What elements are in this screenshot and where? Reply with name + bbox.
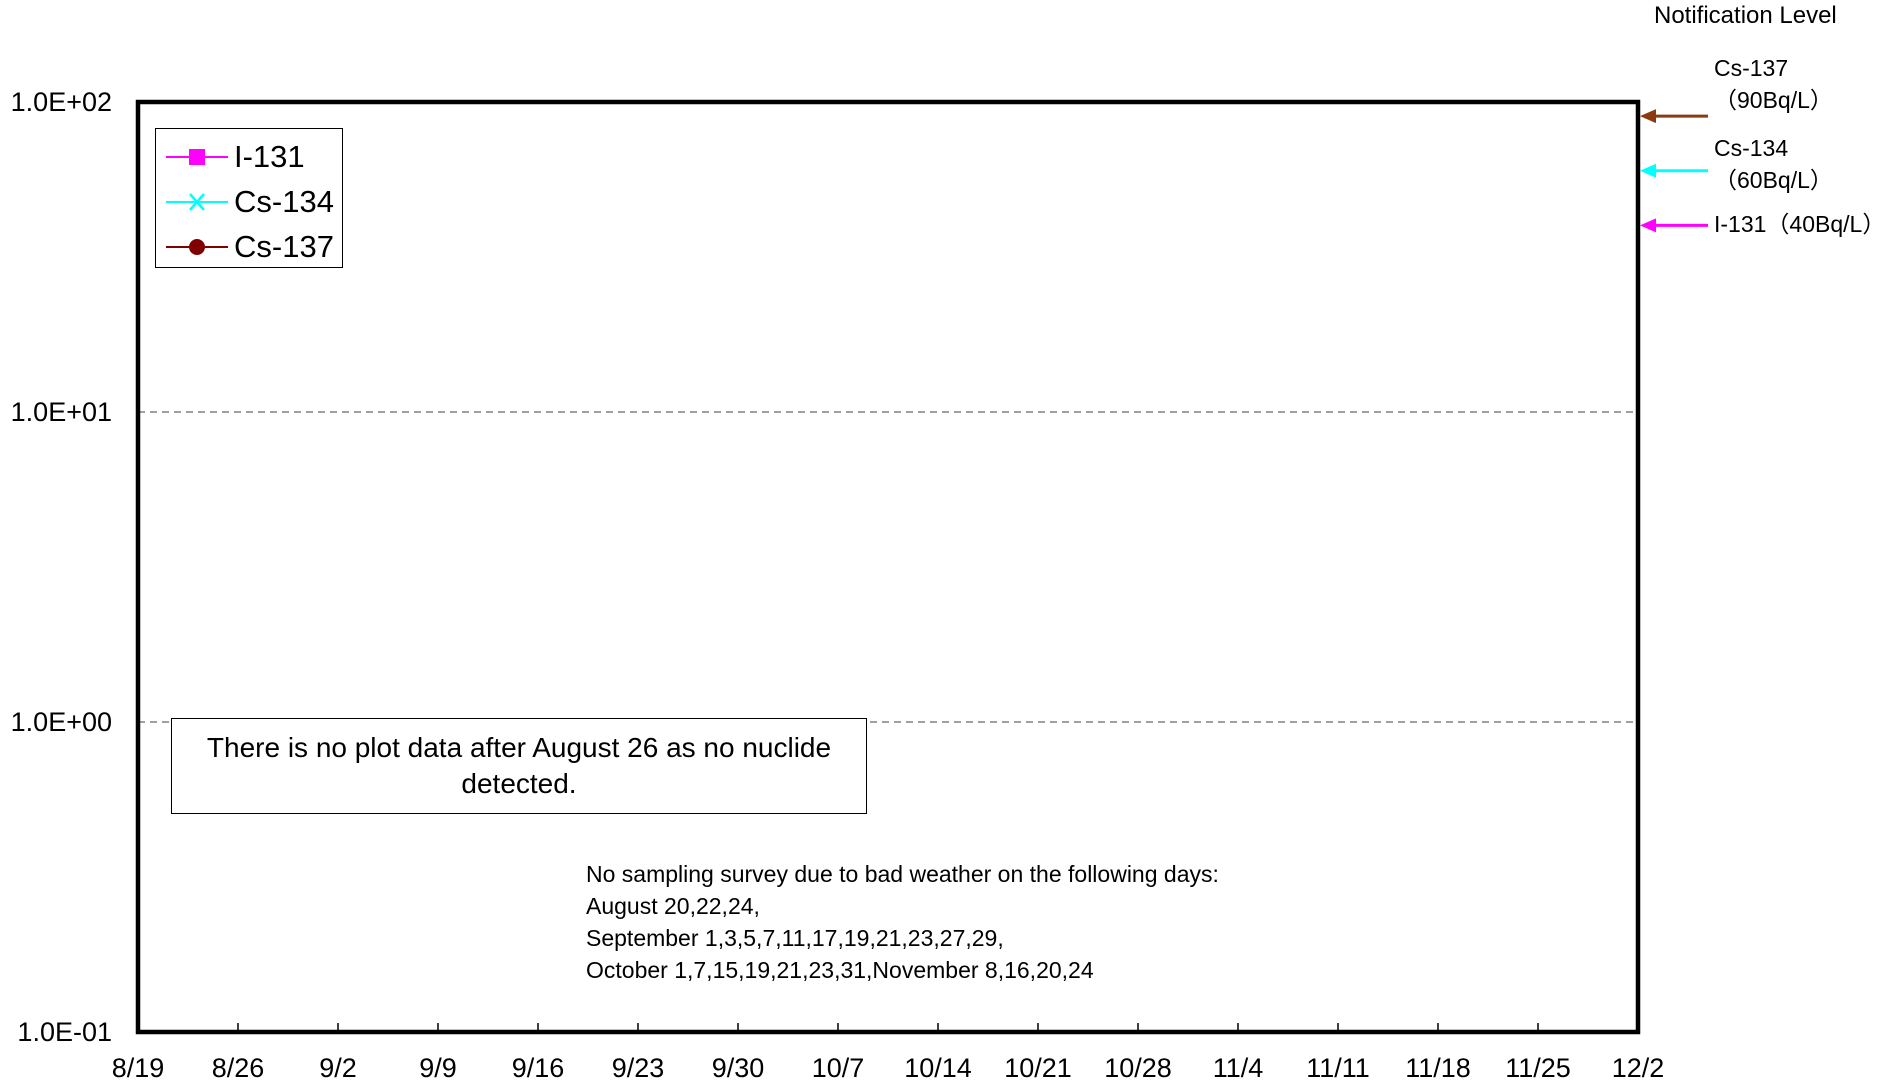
cs137-level-name: Cs-137 [1714, 55, 1789, 81]
y-tick-label: 1.0E+01 [11, 397, 112, 427]
x-tick-label: 8/19 [112, 1053, 165, 1083]
y-axis-tick-labels: 1.0E+02 1.0E+01 1.0E+00 1.0E-01 [11, 87, 112, 1047]
legend-label-i131: I-131 [234, 139, 305, 174]
legend-swatch-square-icon [166, 149, 228, 165]
x-tick-label: 11/25 [1505, 1053, 1571, 1083]
cs134-level-label: Cs-134 （60Bq/L） [1714, 132, 1833, 196]
no-data-text: There is no plot data after August 26 as… [206, 732, 832, 799]
x-tick-label: 11/4 [1213, 1053, 1264, 1083]
notification-level-arrows [1640, 109, 1708, 233]
weather-annotation: No sampling survey due to bad weather on… [586, 858, 1219, 986]
cs134-level-name: Cs-134 [1714, 135, 1789, 161]
weather-note-line: October 1,7,15,19,21,23,31,November 8,16… [586, 957, 1094, 983]
no-data-annotation: There is no plot data after August 26 as… [171, 718, 867, 814]
legend-label-cs134: Cs-134 [234, 184, 334, 219]
x-tick-label: 9/2 [319, 1053, 357, 1083]
plot-area-frame [135, 99, 1641, 1035]
notification-arrow [1640, 218, 1708, 233]
y-tick-label: 1.0E-01 [17, 1017, 112, 1047]
cs137-level-label: Cs-137 （90Bq/L） [1714, 52, 1833, 116]
legend: I-131 Cs-134 Cs-137 [155, 128, 343, 268]
legend-item-i131: I-131 [164, 137, 339, 177]
x-tick-label: 10/28 [1104, 1053, 1172, 1083]
x-tick-label: 12/2 [1612, 1053, 1665, 1083]
x-tick-label: 9/16 [512, 1053, 565, 1083]
i131-level-name: I-131（40Bq/L） [1714, 211, 1886, 237]
notification-level-title: Notification Level [1654, 2, 1837, 29]
y-tick-label: 1.0E+02 [11, 87, 112, 117]
cs137-level-value: （90Bq/L） [1714, 87, 1833, 113]
legend-swatch-x-icon [166, 193, 228, 211]
x-tick-label: 10/21 [1004, 1053, 1072, 1083]
legend-label-cs137: Cs-137 [234, 229, 334, 264]
weather-note-line: August 20,22,24, [586, 893, 760, 919]
i131-level-label: I-131（40Bq/L） [1714, 208, 1885, 240]
x-tick-label: 8/26 [212, 1053, 265, 1083]
legend-item-cs134: Cs-134 [164, 182, 339, 222]
y-tick-label: 1.0E+00 [11, 707, 112, 737]
legend-swatch-circle-icon [166, 239, 228, 255]
x-tick-label: 11/11 [1306, 1053, 1370, 1083]
weather-note-line: No sampling survey due to bad weather on… [586, 861, 1219, 887]
notification-arrow [1640, 109, 1708, 124]
x-tick-label: 9/30 [712, 1053, 765, 1083]
weather-note-line: September 1,3,5,7,11,17,19,21,23,27,29, [586, 925, 1004, 951]
gridlines [138, 411, 1638, 723]
x-tick-label: 10/14 [904, 1053, 972, 1083]
x-tick-label: 9/23 [612, 1053, 665, 1083]
x-tick-label: 11/18 [1405, 1053, 1471, 1083]
x-tick-label: 10/7 [812, 1053, 865, 1083]
x-axis-tick-labels: 8/19 8/26 9/2 9/9 9/16 9/23 9/30 10/7 10/14 10/21… [112, 1023, 1665, 1083]
x-tick-label: 9/9 [419, 1053, 457, 1083]
legend-item-cs137: Cs-137 [164, 227, 339, 267]
notification-arrow [1640, 163, 1708, 178]
cs134-level-value: （60Bq/L） [1714, 167, 1833, 193]
